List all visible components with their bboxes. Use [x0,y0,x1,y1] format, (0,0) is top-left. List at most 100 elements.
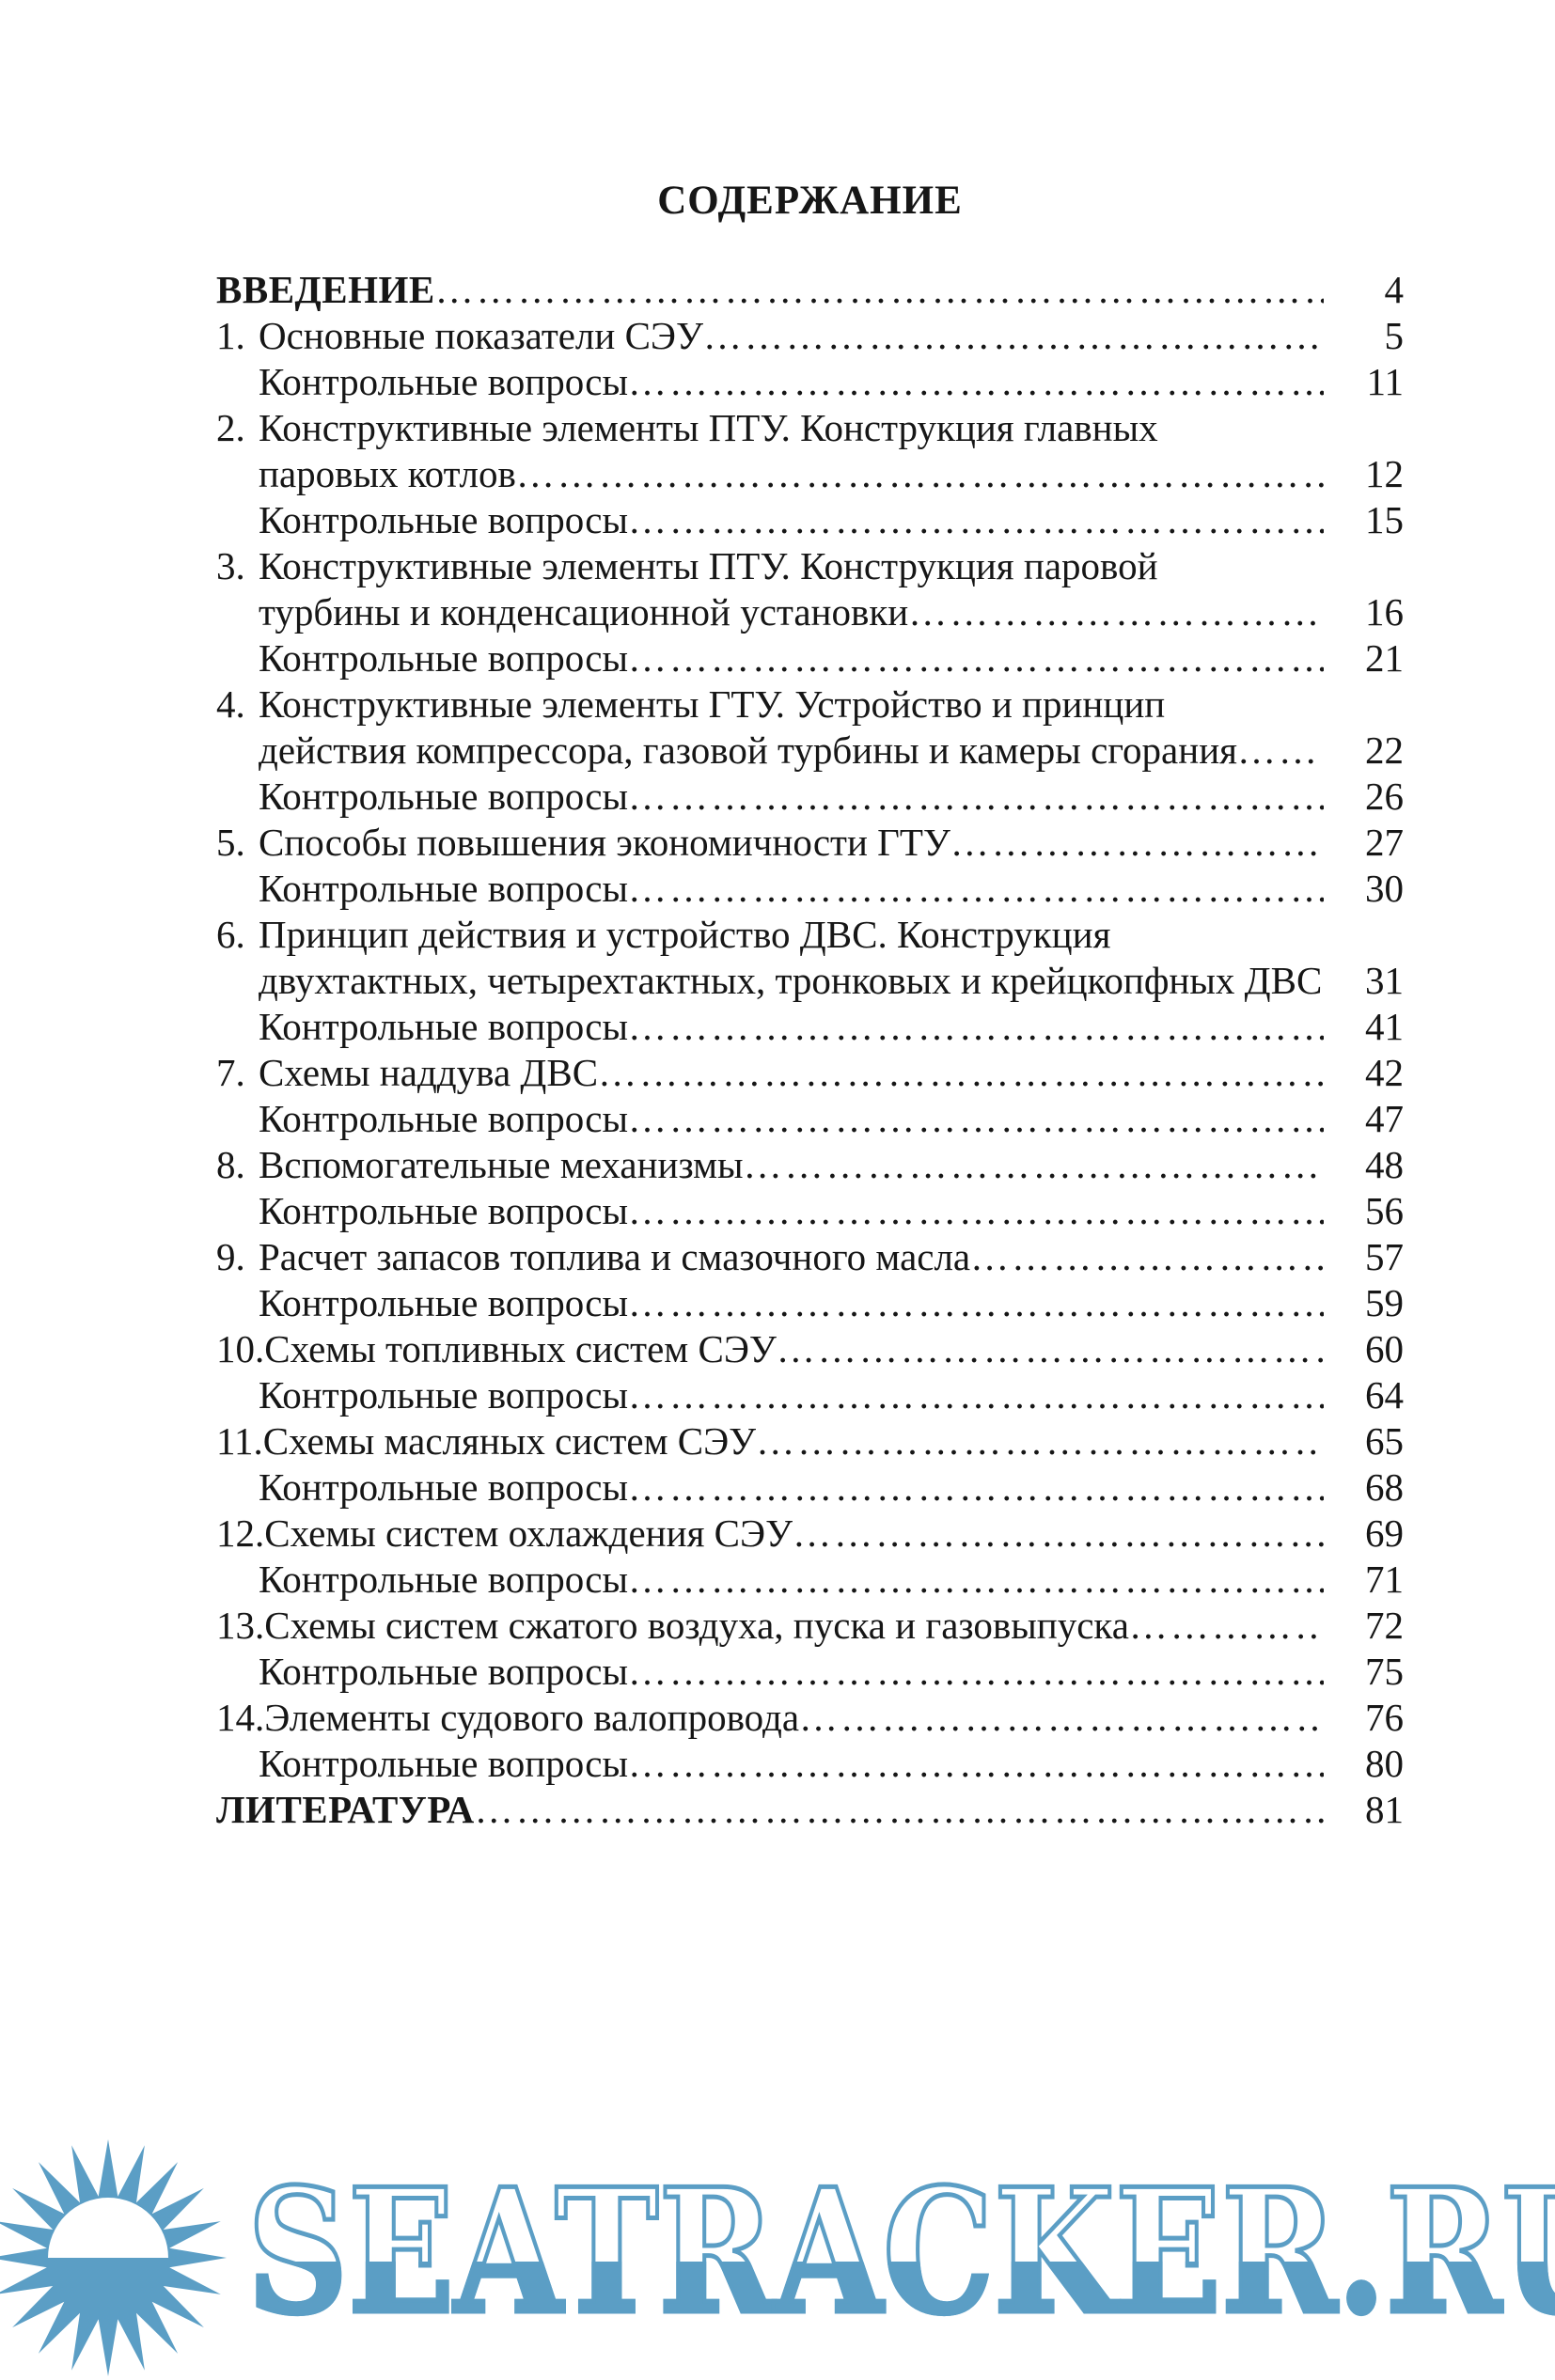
toc-row-title: Контрольные вопросы [259,1742,629,1785]
toc-row-number: 13. [216,1604,265,1647]
toc-row: Контрольные вопросы ……………………………………………………… [216,359,1404,405]
toc-row-title: Контрольные вопросы [259,636,629,680]
toc-row: ВВЕДЕНИЕ …………………………………………………………………………………… [216,267,1404,313]
toc-row-leader: …………………………………………………………………………………………………………… [793,1511,1324,1555]
toc-row-number: 4. [216,682,245,726]
toc-row-title: Вспомогательные механизмы [259,1143,744,1186]
toc-row: турбины и конденсационной установки …………… [216,589,1404,635]
toc-row-number: 10. [216,1327,265,1370]
toc-row-number: 14. [216,1696,265,1739]
toc-row: 4. Конструктивные элементы ГТУ. Устройст… [216,681,1404,728]
toc-row-leader: …………………………………………………………………………………………………………… [908,590,1324,634]
toc-row-number: 6. [216,913,245,956]
toc-row-page: 59 [1365,1281,1404,1324]
toc-row: Контрольные вопросы ……………………………………………………… [216,866,1404,912]
toc-row-page: 65 [1365,1419,1404,1463]
toc-row-leader: …………………………………………………………………………………………………………… [628,1005,1324,1048]
toc-row-leader: …………………………………………………………………………………………………………… [628,1558,1324,1601]
toc-row-leader: …………………………………………………………………………………………………………… [598,1051,1324,1094]
toc-row: Контрольные вопросы ……………………………………………………… [216,1649,1404,1695]
toc-row-page: 76 [1365,1696,1404,1739]
toc-row-page: 16 [1365,590,1404,634]
toc-row-page: 26 [1365,775,1404,818]
toc-row-leader: …………………………………………………………………………………………………………… [970,1235,1324,1278]
toc-row-page: 41 [1365,1005,1404,1048]
toc-row-title: Схемы систем сжатого воздуха, пуска и га… [264,1604,1129,1647]
toc-row: 3. Конструктивные элементы ПТУ. Конструк… [216,543,1404,589]
toc-row-page: 60 [1365,1327,1404,1370]
toc-row-page: 64 [1365,1373,1404,1417]
toc-row-title: Контрольные вопросы [259,498,629,541]
toc-row: Контрольные вопросы ……………………………………………………… [216,1004,1404,1050]
toc-row: Контрольные вопросы ……………………………………………………… [216,1188,1404,1234]
toc-row-page: 21 [1365,636,1404,680]
toc-row-number: 9. [216,1235,245,1278]
toc-row-page: 80 [1365,1742,1404,1785]
sun-logo-icon [0,2139,227,2376]
toc-row-number: 8. [216,1143,245,1186]
toc-row: двухтактных, четырехтактных, тронковых и… [216,958,1404,1004]
toc-row-page: 11 [1366,360,1404,403]
toc-row-title: действия компрессора, газовой турбины и … [259,728,1237,772]
toc-row: Контрольные вопросы ……………………………………………………… [216,1557,1404,1603]
watermark: SEATRACKER.RU SEATRACKER.RU [0,2115,1555,2377]
toc-row-page: 56 [1365,1189,1404,1232]
toc-row-title: Контрольные вопросы [259,1650,629,1693]
toc-row-leader: …………………………………………………………………………………………………………… [515,452,1324,495]
toc-row: 5. Способы повышения экономичности ГТУ …… [216,820,1404,866]
toc-row-title: Контрольные вопросы [259,1005,629,1048]
toc-row-leader: …………………………………………………………………………………………………………… [1237,728,1324,772]
toc-row-title: двухтактных, четырехтактных, тронковых и… [259,959,1323,1002]
toc-row-number: 7. [216,1051,245,1094]
toc-row-leader: …………………………………………………………………………………………………………… [776,1327,1324,1370]
toc-row-page: 4 [1384,268,1405,311]
toc-row-page: 48 [1365,1143,1404,1186]
toc-row-leader: …………………………………………………………………………………………………………… [1128,1604,1324,1647]
page-title: СОДЕРЖАНИЕ [657,179,963,223]
toc-row-leader: …………………………………………………………………………………………………………… [628,1189,1324,1232]
toc-row-title: Контрольные вопросы [259,867,629,910]
toc-row-leader: …………………………………………………………………………………………………………… [628,1650,1324,1693]
toc-row-title: Конструктивные элементы ПТУ. Конструкция… [259,406,1158,449]
toc-row-leader: …………………………………………………………………………………………………………… [628,867,1324,910]
toc-row: Контрольные вопросы ……………………………………………………… [216,774,1404,820]
toc-row-title: турбины и конденсационной установки [259,590,909,634]
toc-row-leader: …………………………………………………………………………………………………………… [950,821,1324,864]
toc-row: 2. Конструктивные элементы ПТУ. Конструк… [216,405,1404,451]
toc-row-page: 31 [1365,959,1404,1002]
toc-row-title: Способы повышения экономичности ГТУ [259,821,950,864]
toc-row-page: 57 [1365,1235,1404,1278]
toc-row-title: Контрольные вопросы [259,360,629,403]
toc-row-title: Схемы масляных систем СЭУ [262,1419,757,1463]
toc-row-title: Конструктивные элементы ПТУ. Конструкция… [259,544,1158,587]
toc-row-title: Элементы судового валопровода [264,1696,800,1739]
toc-row-title: Расчет запасов топлива и смазочного масл… [259,1235,971,1278]
toc-row: Контрольные вопросы ……………………………………………………… [216,1464,1404,1511]
toc-row: Контрольные вопросы ……………………………………………………… [216,1280,1404,1326]
toc-row-page: 47 [1365,1097,1404,1140]
toc-row-title: Схемы систем охлаждения СЭУ [264,1511,793,1555]
toc-row-title: ВВЕДЕНИЕ [216,268,435,311]
toc-row-leader: …………………………………………………………………………………………………………… [628,1097,1324,1140]
toc-row-title: Схемы топливных систем СЭУ [264,1327,777,1370]
toc-row-leader: …………………………………………………………………………………………………………… [628,1373,1324,1417]
toc-row-title: Принцип действия и устройство ДВС. Конст… [259,913,1111,956]
toc-row-title: Контрольные вопросы [259,775,629,818]
toc-row: Контрольные вопросы ……………………………………………………… [216,1096,1404,1142]
toc-row-title: Контрольные вопросы [259,1465,629,1509]
toc-row: ЛИТЕРАТУРА ……………………………………………………………………………… [216,1787,1404,1833]
toc-page: СОДЕРЖАНИЕ ВВЕДЕНИЕ ……………………………………………………… [0,179,1555,2376]
toc-row: Контрольные вопросы ……………………………………………………… [216,1372,1404,1418]
toc-row: 6. Принцип действия и устройство ДВС. Ко… [216,912,1404,958]
toc-row-leader: …………………………………………………………………………………………………………… [434,268,1324,311]
toc-row: 12. Схемы систем охлаждения СЭУ ……………………… [216,1511,1404,1557]
toc-row-title: Основные показатели СЭУ [259,314,704,357]
toc-row-title: Контрольные вопросы [259,1281,629,1324]
toc-row-leader: …………………………………………………………………………………………………………… [628,775,1324,818]
toc-row-title: ЛИТЕРАТУРА [216,1788,475,1831]
toc-row-page: 71 [1365,1558,1404,1601]
toc-row: 8. Вспомогательные механизмы ……………………………… [216,1142,1404,1188]
toc-row-leader: …………………………………………………………………………………………………………… [1322,958,1324,1004]
toc-row-number: 2. [216,406,245,449]
toc-row-page: 68 [1365,1465,1404,1509]
